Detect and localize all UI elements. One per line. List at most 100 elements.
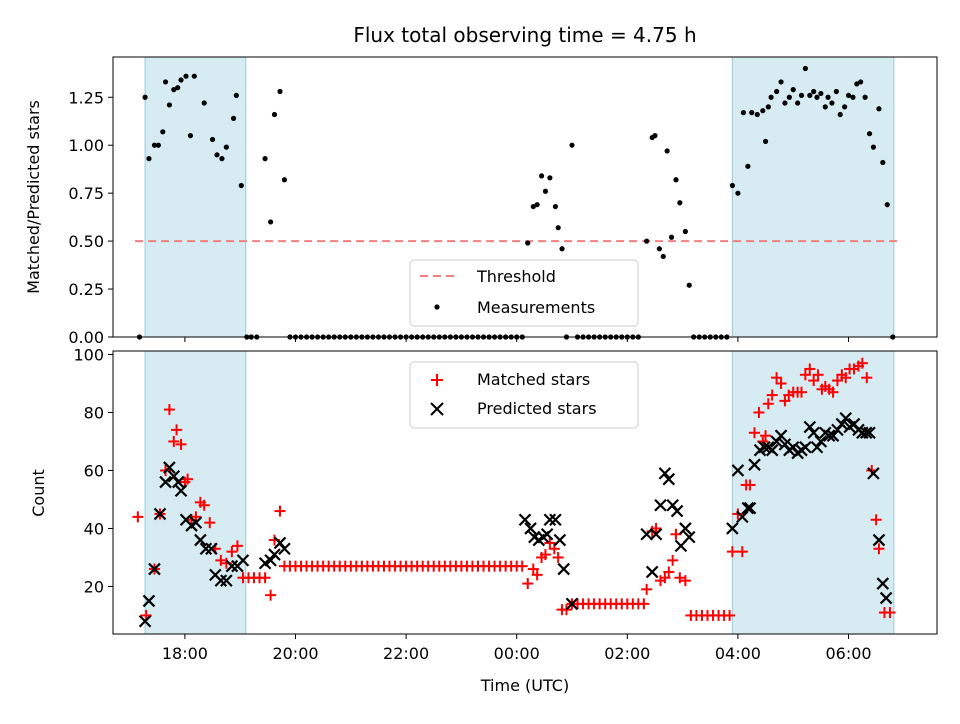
matched-star-point — [198, 499, 210, 511]
matched-star-point — [870, 514, 882, 526]
predicted-star-point — [524, 522, 537, 535]
predicted-star-point — [645, 565, 659, 579]
measurement-point — [166, 102, 173, 108]
measurement-point — [281, 177, 288, 183]
legend-predicted-label: Predicted stars — [477, 399, 597, 418]
measurement-point — [735, 190, 741, 196]
measurement-point — [786, 94, 792, 100]
matched-star-point — [539, 549, 551, 561]
measurement-point — [818, 90, 824, 97]
measurement-point — [652, 133, 658, 139]
predicted-star-point — [268, 548, 281, 561]
legend-measurements-swatch — [434, 304, 440, 310]
legend-measurements-label: Measurements — [477, 298, 595, 317]
matched-star-point — [831, 375, 843, 387]
matched-star-point — [779, 395, 791, 407]
measurement-point — [798, 92, 805, 98]
predicted-star-point — [640, 527, 653, 541]
measurement-point — [209, 136, 216, 143]
matched-star-point — [274, 505, 286, 517]
measurement-point — [223, 144, 229, 150]
predicted-star-point — [810, 440, 824, 454]
predicted-star-point — [549, 513, 562, 527]
measurement-point — [862, 94, 868, 100]
measurement-point — [146, 156, 152, 162]
matched-star-point — [226, 546, 238, 558]
matched-star-point — [650, 522, 662, 534]
matched-star-point — [641, 583, 653, 595]
measurement-point — [151, 142, 158, 148]
x-tick-label: 02:00 — [604, 644, 650, 663]
predicted-star-point — [774, 429, 788, 442]
bottom-y-tick-label: 20 — [84, 577, 104, 596]
measurement-point — [774, 88, 780, 95]
measurement-point — [271, 111, 278, 118]
measurement-point — [677, 200, 683, 206]
top-shaded-region — [731, 56, 895, 338]
matched-star-point — [522, 578, 534, 590]
measurement-point — [880, 159, 886, 166]
matched-star-point — [215, 554, 227, 566]
measurement-point — [160, 129, 166, 135]
matched-star-point — [527, 563, 539, 575]
measurement-point — [233, 92, 239, 98]
predicted-star-point — [670, 504, 684, 518]
predicted-star-point — [872, 533, 886, 547]
measurement-point — [142, 94, 148, 100]
bottom-y-tick-label: 60 — [84, 461, 104, 480]
matched-star-point — [736, 546, 748, 558]
measurement-point — [754, 111, 760, 118]
top-plot-frame — [112, 56, 938, 338]
top-y-tick-label: 0.50 — [68, 232, 104, 251]
bottom-y-tick-label: 80 — [84, 403, 104, 422]
measurement-point — [262, 156, 268, 162]
bottom-y-tick-label: 100 — [73, 345, 104, 364]
matched-star-point — [231, 540, 243, 552]
matched-star-point — [175, 438, 187, 450]
x-tick-label: 06:00 — [825, 644, 871, 663]
predicted-star-point — [225, 559, 239, 573]
measurement-point — [538, 173, 545, 179]
legend-matched-label: Matched stars — [477, 370, 590, 389]
predicted-star-point — [658, 467, 672, 480]
bottom-plot-frame — [112, 350, 938, 635]
predicted-star-point — [835, 417, 849, 431]
measurement-point — [183, 73, 189, 79]
matched-star-point — [827, 386, 839, 398]
measurement-point — [178, 77, 184, 83]
predicted-star-point — [236, 554, 250, 567]
matched-star-point — [265, 589, 277, 601]
measurement-point — [673, 177, 679, 183]
measurement-point — [201, 100, 207, 106]
predicted-star-point — [743, 501, 757, 515]
matched-star-point — [674, 572, 686, 584]
legend-threshold-label: Threshold — [476, 267, 556, 286]
chart-title: Flux total observing time = 4.75 h — [353, 23, 696, 47]
measurement-point — [762, 138, 769, 144]
matched-star-point — [659, 572, 671, 584]
predicted-star-point — [876, 577, 890, 590]
measurement-point — [534, 202, 540, 208]
x-tick-label: 22:00 — [383, 644, 429, 663]
top-legend-box — [409, 259, 639, 327]
measurement-point — [656, 246, 662, 252]
legend-matched-swatch — [431, 374, 443, 386]
bottom-legend-box — [409, 361, 639, 429]
predicted-star-point — [565, 597, 579, 611]
predicted-star-point — [822, 429, 836, 442]
matched-star-point — [516, 560, 528, 572]
measurement-point — [191, 73, 197, 79]
matched-star-point — [760, 430, 772, 442]
measurement-point — [825, 94, 831, 100]
top-y-axis-label: Matched/Predicted stars — [24, 100, 43, 294]
measurement-point — [569, 142, 575, 148]
matched-star-point — [884, 607, 896, 619]
predicted-star-point — [199, 542, 213, 556]
predicted-star-point — [765, 443, 779, 457]
predicted-star-point — [543, 513, 557, 527]
measurement-point — [802, 65, 808, 72]
x-tick-label: 04:00 — [715, 644, 761, 663]
predicted-star-point — [189, 516, 203, 529]
measurement-point — [187, 133, 194, 139]
measurement-point — [729, 182, 735, 189]
